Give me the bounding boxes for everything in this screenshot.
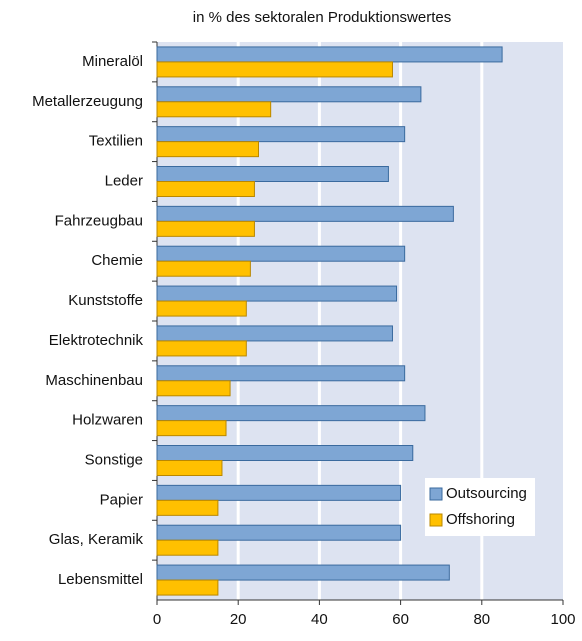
y-tick-label: Metallerzeugung: [32, 93, 143, 110]
y-tick-label: Mineralöl: [82, 53, 143, 70]
chart-title: in % des sektoralen Produktionswertes: [193, 9, 451, 26]
bar: [156, 524, 402, 541]
legend-box: [425, 478, 535, 536]
bar: [156, 166, 389, 182]
y-tick-label: Fahrzeugbau: [55, 212, 143, 229]
x-tick-label: 40: [311, 611, 328, 628]
x-tick-label: 100: [550, 611, 575, 628]
bar: [156, 86, 422, 103]
bar: [156, 484, 402, 501]
bar: [156, 141, 259, 158]
bar: [156, 126, 406, 143]
bar: [156, 260, 251, 277]
bar: [156, 579, 219, 596]
bar: [156, 499, 219, 516]
legend-swatch: [429, 487, 443, 501]
bar: [156, 325, 393, 342]
legend-swatch: [429, 513, 443, 527]
bar: [156, 61, 393, 78]
legend-label: Offshoring: [446, 511, 515, 528]
bar: [156, 340, 247, 357]
bar: [156, 405, 426, 422]
bar: [156, 420, 227, 437]
x-tick-label: 20: [230, 611, 247, 628]
bar: [156, 300, 247, 317]
bar: [156, 220, 255, 237]
x-tick-label: 80: [473, 611, 490, 628]
bar: [156, 285, 398, 302]
y-tick-label: Glas, Keramik: [49, 531, 144, 548]
y-tick-label: Holzwaren: [72, 412, 143, 429]
y-tick-label: Sonstige: [85, 451, 143, 468]
bar: [156, 539, 219, 556]
bar: [156, 46, 503, 63]
bar: [156, 101, 272, 118]
bar: [156, 460, 223, 476]
x-tick-label: 60: [392, 611, 409, 628]
bar: [156, 205, 454, 222]
legend-label: Outsourcing: [446, 485, 527, 502]
y-tick-label: Lebensmittel: [58, 571, 143, 588]
y-tick-label: Kunststoffe: [68, 292, 143, 309]
bar: [156, 181, 255, 197]
bar: [156, 445, 414, 461]
y-tick-label: Elektrotechnik: [49, 332, 144, 349]
y-tick-label: Maschinenbau: [45, 372, 143, 389]
y-tick-label: Leder: [105, 172, 143, 189]
bar: [156, 245, 406, 262]
bar: [156, 564, 450, 581]
y-tick-label: Papier: [100, 491, 143, 508]
y-tick-label: Chemie: [91, 252, 143, 269]
y-tick-label: Textilien: [89, 133, 143, 150]
bar: [156, 365, 406, 382]
x-tick-label: 0: [153, 611, 161, 628]
bar: [156, 380, 231, 397]
